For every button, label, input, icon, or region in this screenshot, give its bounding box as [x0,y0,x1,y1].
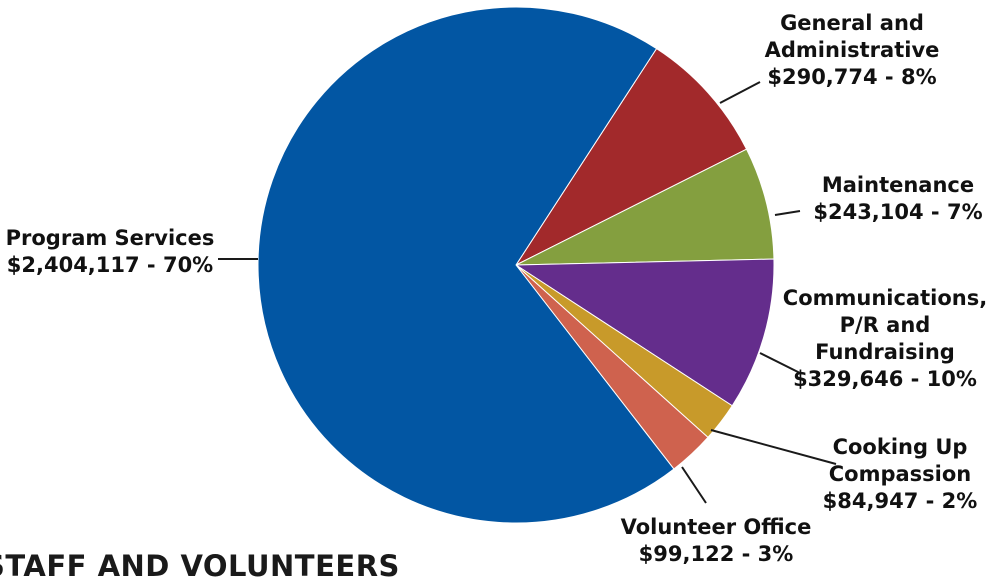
data-label-program-services: Program Services $2,404,117 - 70% [6,226,215,277]
leader-line-volunteer-office [681,466,707,504]
section-heading: STAFF AND VOLUNTEERS [0,549,400,583]
leader-line-maintenance [774,210,801,216]
data-label-communications-p-r-and-fundraising: Communications, P/R and Fundraising $329,64… [783,286,987,391]
data-label-volunteer-office: Volunteer Office $99,122 - 3% [621,515,812,566]
leader-line-general-and-administrative [719,81,761,104]
data-label-cooking-up-compassion: Cooking Up Compassion $84,947 - 2% [823,435,978,513]
pie-slice-maintenance [515,148,775,266]
data-label-maintenance: Maintenance $243,104 - 7% [813,173,982,224]
leader-line-communications-p-r-and-fundraising [759,352,801,374]
leader-line-cooking-up-compassion [710,429,837,465]
pie-slice-general-and-administrative [514,47,748,267]
pie-slice-communications-p-r-and-fundraising [514,258,775,407]
pie-slice-program-services [257,6,675,524]
data-label-general-and-administrative: General and Administrative $290,774 - 8% [765,11,940,89]
